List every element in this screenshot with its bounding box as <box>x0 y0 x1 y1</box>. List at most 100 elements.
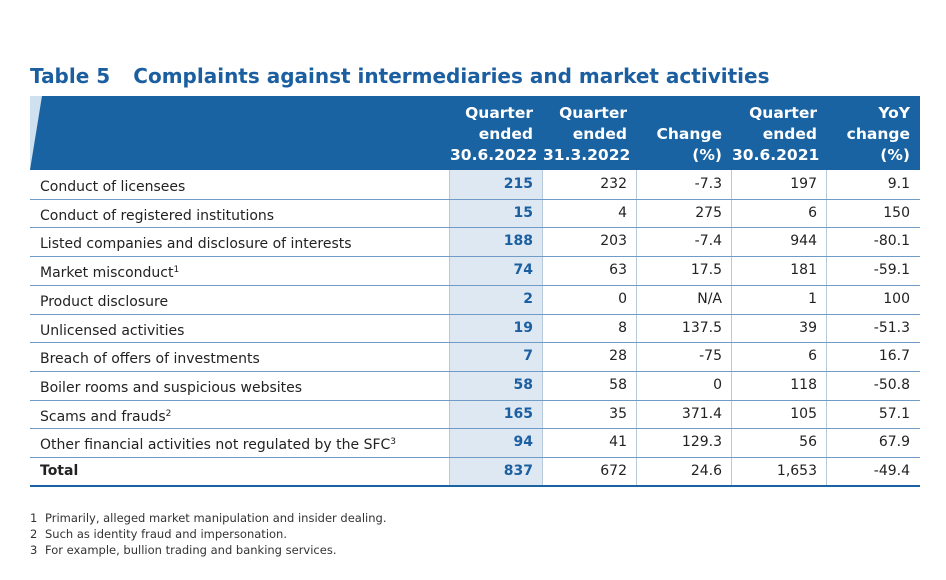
row-separator <box>30 284 920 286</box>
footnote: 3 For example, bullion trading and bankin… <box>30 543 337 557</box>
value-cell: 39 <box>799 319 817 336</box>
value-cell: 7 <box>523 348 533 365</box>
value-cell: 63 <box>609 262 627 279</box>
value-cell: -51.3 <box>873 319 910 336</box>
value-cell: -7.3 <box>694 176 722 192</box>
column-divider <box>636 170 637 486</box>
value-cell: 1 <box>808 290 817 307</box>
value-cell: 17.5 <box>690 262 722 279</box>
value-cell: 19 <box>513 319 533 336</box>
value-cell: 41 <box>609 434 627 451</box>
value-cell: -59.1 <box>873 262 910 279</box>
value-cell: 371.4 <box>681 405 722 422</box>
value-cell: 0 <box>713 376 722 393</box>
value-cell: 100 <box>883 290 910 307</box>
row-label: Product disclosure <box>40 293 169 310</box>
column-divider <box>542 170 543 486</box>
table-bottom-rule <box>30 485 920 487</box>
row-separator <box>30 370 920 372</box>
value-cell: -75 <box>699 348 722 365</box>
value-cell: 118 <box>790 376 817 393</box>
row-label: Market misconduct1 <box>40 265 180 282</box>
row-separator <box>30 198 920 200</box>
table-row: Listed companies and disclosure of inter… <box>30 227 920 256</box>
table-row: Conduct of registered institutions 15 4 275… <box>30 199 920 228</box>
value-cell: -7.4 <box>694 233 722 250</box>
value-cell: 105 <box>790 405 817 422</box>
value-cell: 197 <box>790 176 817 192</box>
column-divider <box>826 170 827 486</box>
total-row: Total 837 672 24.6 1,653 -49.4 <box>30 457 920 486</box>
table-row: Scams and frauds2 165 35 371.4 105 57.1 <box>30 400 920 429</box>
value-cell: -49.4 <box>873 463 910 479</box>
value-cell: -50.8 <box>873 376 910 393</box>
value-cell: 56 <box>799 434 817 451</box>
row-separator <box>30 313 920 315</box>
row-label: Unlicensed activities <box>40 322 185 339</box>
row-separator <box>30 457 920 458</box>
table-number: Table 5 <box>30 64 111 88</box>
value-cell: 275 <box>695 204 722 221</box>
value-cell: -80.1 <box>873 233 910 250</box>
value-cell: 203 <box>600 233 627 250</box>
value-cell: 181 <box>790 262 817 279</box>
value-cell: 8 <box>618 319 627 336</box>
value-cell: 6 <box>808 348 817 365</box>
value-cell: 58 <box>513 376 533 393</box>
row-separator <box>30 399 920 401</box>
table-row: Unlicensed activities 19 8 137.5 39 -51.3 <box>30 314 920 343</box>
value-cell: 129.3 <box>681 434 722 451</box>
table-row: Market misconduct1 74 63 17.5 181 -59.1 <box>30 256 920 285</box>
table-caption: Complaints against intermediaries and ma… <box>133 64 770 88</box>
value-cell: 232 <box>600 176 627 192</box>
row-label: Scams and frauds2 <box>40 408 172 425</box>
row-label: Other financial activities not regulated… <box>40 437 397 454</box>
row-separator <box>30 428 920 430</box>
footnote: 2 Such as identity fraud and impersonatio… <box>30 527 287 541</box>
value-cell: 215 <box>503 176 533 192</box>
column-header-yoy-change: YoY change (%) <box>846 104 910 164</box>
value-cell: 74 <box>513 262 533 279</box>
row-separator <box>30 342 920 344</box>
footnote: 1 Primarily, alleged market manipulation … <box>30 511 387 525</box>
value-cell: 188 <box>503 233 533 250</box>
table-title: Table 5 Complaints against intermediarie… <box>30 64 769 88</box>
value-cell: 165 <box>503 405 533 422</box>
table-row: Conduct of licensees 215 232 -7.3 197 9.1 <box>30 170 920 199</box>
row-label: Boiler rooms and suspicious websites <box>40 379 303 396</box>
value-cell: 837 <box>503 463 533 479</box>
value-cell: 67.9 <box>878 434 910 451</box>
column-divider <box>449 170 450 486</box>
value-cell: 137.5 <box>681 319 722 336</box>
value-cell: 57.1 <box>878 405 910 422</box>
value-cell: 944 <box>790 233 817 250</box>
value-cell: 9.1 <box>887 176 910 192</box>
value-cell: 28 <box>609 348 627 365</box>
column-header-q2-2022: Quarter ended 30.6.2022 <box>450 104 538 164</box>
table-header-band <box>30 96 920 170</box>
value-cell: 6 <box>808 204 817 221</box>
value-cell: 35 <box>609 405 627 422</box>
row-label: Total <box>40 463 79 479</box>
table-row: Boiler rooms and suspicious websites 58 58… <box>30 371 920 400</box>
value-cell: 16.7 <box>878 348 910 365</box>
value-cell: 15 <box>513 204 533 221</box>
value-cell: 150 <box>883 204 910 221</box>
row-label: Breach of offers of investments <box>40 351 260 368</box>
footnotes: 1 Primarily, alleged market manipulation … <box>30 510 386 558</box>
row-label: Conduct of registered institutions <box>40 207 275 224</box>
highlight-column <box>449 170 542 486</box>
row-separator <box>30 227 920 229</box>
value-cell: 1,653 <box>776 463 817 479</box>
header-corner-accent <box>30 96 42 170</box>
value-cell: 2 <box>523 290 533 307</box>
value-cell: 94 <box>513 434 533 451</box>
row-label: Conduct of licensees <box>40 179 186 195</box>
value-cell: N/A <box>697 290 722 307</box>
column-divider <box>731 170 732 486</box>
table-row: Breach of offers of investments 7 28 -75 6 16… <box>30 342 920 371</box>
value-cell: 0 <box>618 290 627 307</box>
value-cell: 672 <box>600 463 627 479</box>
value-cell: 24.6 <box>690 463 722 479</box>
column-header-q2-2021: Quarter ended 30.6.2021 <box>732 104 820 164</box>
